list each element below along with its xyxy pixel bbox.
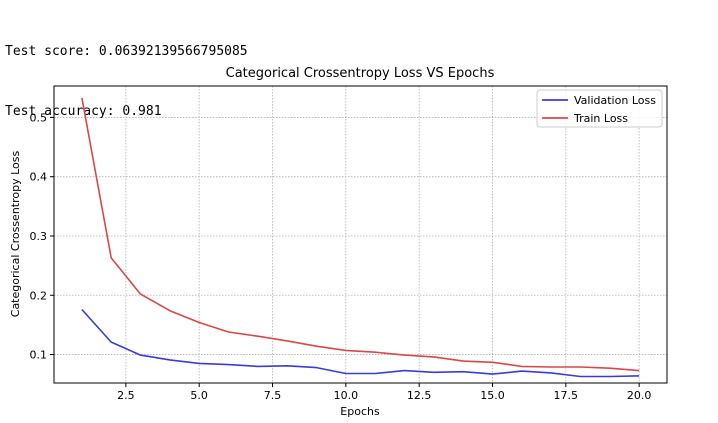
plot-frame (53, 85, 668, 384)
y-tick-label: 0.3 (30, 230, 48, 243)
x-tick-label: 20.0 (627, 389, 652, 402)
x-tick-label: 17.5 (554, 389, 579, 402)
x-axis-label: Epochs (340, 405, 380, 418)
x-tick-label: 5.0 (190, 389, 208, 402)
y-tick-label: 0.1 (30, 349, 48, 362)
y-tick-label: 0.4 (30, 171, 48, 184)
chart-title: Categorical Crossentropy Loss VS Epochs (226, 66, 495, 81)
validation-loss-line (81, 308, 640, 378)
test-score-text: Test score: 0.06392139566795085 (5, 44, 248, 59)
x-tick-label: 12.5 (407, 389, 432, 402)
x-tick-label: 7.5 (264, 389, 282, 402)
y-axis-label: Categorical Crossentropy Loss (9, 150, 22, 317)
x-tick-label: 2.5 (117, 389, 135, 402)
legend: Validation Loss Train Loss (536, 89, 663, 128)
validation-loss-legend-label: Validation Loss (574, 94, 656, 107)
y-tick-label: 0.2 (30, 289, 48, 302)
legend-box (536, 89, 663, 128)
x-tick-label: 15.0 (480, 389, 505, 402)
console-output: Test score: 0.06392139566795085 Test acc… (5, 2, 248, 142)
test-accuracy-text: Test accuracy: 0.981 (5, 104, 162, 119)
y-tick-label: 0.5 (30, 111, 48, 124)
series-lines (81, 97, 640, 378)
grid-lines (54, 86, 667, 383)
train-loss-line (81, 97, 640, 372)
axis-ticks: 2.5 5.0 7.5 10.0 12.5 15.0 17.5 20.0 0.1 0.2 0.3 0.… (30, 111, 652, 402)
x-tick-label: 10.0 (334, 389, 359, 402)
train-loss-legend-label: Train Loss (573, 112, 628, 125)
